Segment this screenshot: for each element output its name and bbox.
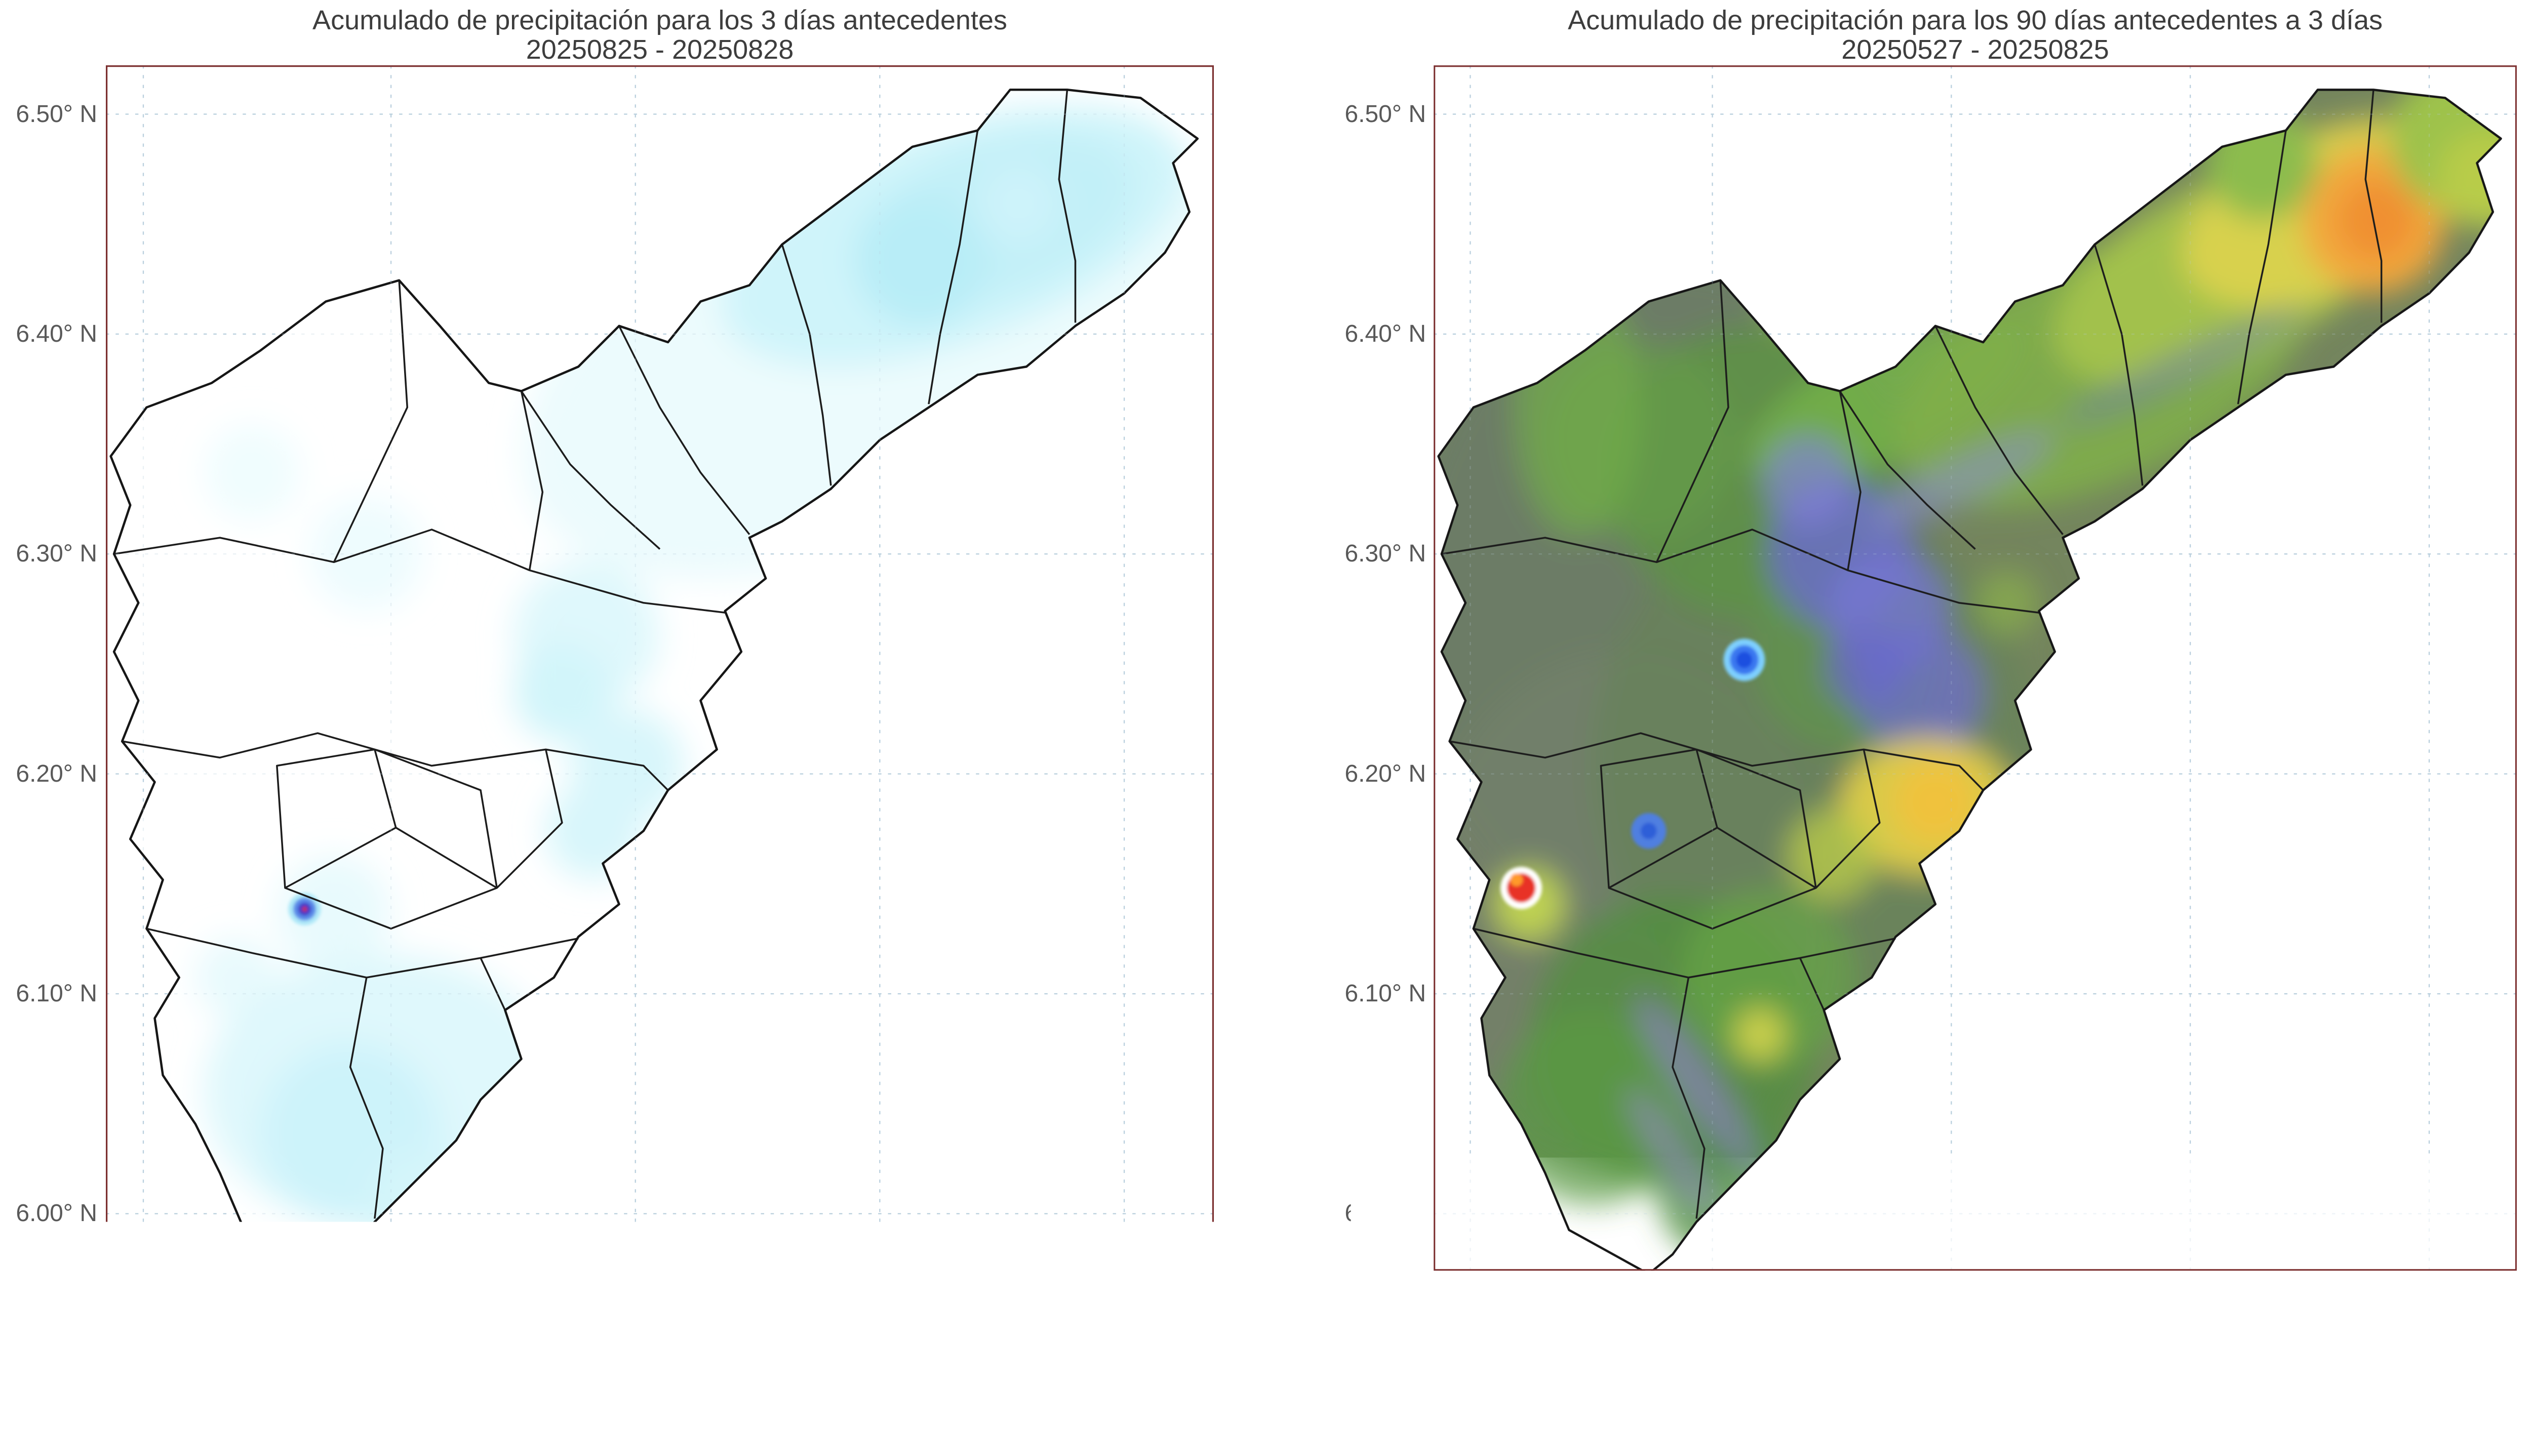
colorbar-gradient-bar xyxy=(106,1317,1214,1356)
colorbar-tick: 200 xyxy=(1692,1362,1730,1388)
small-blue-spot xyxy=(1631,813,1666,849)
colorbar-tick: 50 xyxy=(646,1365,674,1393)
lat-tick: 6.40° N xyxy=(1335,320,1426,348)
colorbar-tick: 100 xyxy=(1143,1365,1184,1393)
lat-tick: 6.40° N xyxy=(6,320,97,348)
lon-tick: 75.70° W xyxy=(1395,1278,1547,1307)
colorbar-tick: 900 xyxy=(2355,1362,2394,1388)
colorbar-tick: 1 xyxy=(160,1365,173,1393)
panel-right-title: Acumulado de precipitación para los 90 d… xyxy=(1434,5,2517,35)
lon-tick: 75.40° W xyxy=(804,1278,956,1307)
colorbar-right-label: Acumulado Precipitación [mm] xyxy=(1671,1411,2279,1446)
colorbar-tick: 400 xyxy=(1881,1362,1920,1388)
colorbar-tick: 5 xyxy=(200,1365,214,1393)
colorbar-tick: 25 xyxy=(394,1365,422,1393)
high-precip-red-spot xyxy=(1500,867,1542,909)
colorbar-tick: 100 xyxy=(1597,1362,1636,1388)
colorbar-tick: 35 xyxy=(495,1365,523,1393)
colorbar-tick: 30 xyxy=(445,1365,472,1393)
map-left-3day-precipitation xyxy=(106,65,1214,1271)
lon-tick: 75.50° W xyxy=(1887,1278,2039,1307)
lon-tick: 75.30° W xyxy=(1048,1278,1200,1307)
lat-tick: 6.00° N xyxy=(6,1199,97,1228)
precipitation-raster-90day xyxy=(1434,65,2517,1271)
colorbar-tick: 300 xyxy=(1787,1362,1825,1388)
panel-left-title: Acumulado de precipitación para los 3 dí… xyxy=(106,5,1214,35)
panel-left-subtitle: 20250825 - 20250828 xyxy=(106,34,1214,65)
panel-right-subtitle: 20250527 - 20250825 xyxy=(1434,34,2517,65)
colorbar-tick: 10 xyxy=(244,1365,271,1393)
colorbar-tick: 80 xyxy=(948,1365,976,1393)
lat-tick: 6.20° N xyxy=(1335,760,1426,788)
precipitation-raster-3day xyxy=(106,65,1214,1271)
colorbar-tick: 15 xyxy=(294,1365,322,1393)
lon-tick: 75.30° W xyxy=(2376,1278,2528,1307)
colorbar-tick: 500 xyxy=(1976,1362,2015,1388)
colorbar-gradient-bar xyxy=(1474,1317,2517,1353)
figure-root: Acumulado de precipitación para los 3 dí… xyxy=(0,0,2532,1456)
lat-tick: 6.00° N xyxy=(1335,1199,1426,1228)
colorbar-left: 0 1 5 10 15 20 25 30 35 40 50 60 80 100 xyxy=(106,1312,1214,1397)
lon-tick: 75.50° W xyxy=(560,1278,711,1307)
colorbar-tick: 800 xyxy=(2261,1362,2299,1388)
map-right-90day-precipitation xyxy=(1434,65,2517,1271)
lat-tick: 6.30° N xyxy=(1335,540,1426,568)
colorbar-tick: 20 xyxy=(344,1365,372,1393)
lat-tick: 6.30° N xyxy=(6,540,97,568)
lat-tick: 6.20° N xyxy=(6,760,97,788)
colorbar-tick: 0 xyxy=(1515,1362,1528,1388)
lat-tick: 6.50° N xyxy=(1335,100,1426,129)
lon-tick: 75.40° W xyxy=(2131,1278,2283,1307)
lon-tick: 75.60° W xyxy=(315,1278,467,1307)
high-intensity-spot xyxy=(288,893,321,925)
colorbar-tick: 40 xyxy=(546,1365,573,1393)
lat-tick: 6.10° N xyxy=(6,980,97,1008)
colorbar-tick: 60 xyxy=(747,1365,774,1393)
low-precip-blue-spot xyxy=(1723,639,1765,681)
colorbar-tick: 1000 xyxy=(2444,1362,2495,1388)
lon-tick: 75.60° W xyxy=(1643,1278,1795,1307)
colorbar-right: 0 100 200 300 400 500 600 700 800 900 10… xyxy=(1474,1312,2517,1392)
colorbar-tick: 700 xyxy=(2166,1362,2204,1388)
lon-tick: 75.70° W xyxy=(67,1278,219,1307)
colorbar-left-label: Acumulado Precipitación [mm] xyxy=(356,1411,964,1446)
lat-tick: 6.50° N xyxy=(6,100,97,129)
colorbar-tick: 600 xyxy=(2071,1362,2110,1388)
lat-tick: 6.10° N xyxy=(1335,980,1426,1008)
